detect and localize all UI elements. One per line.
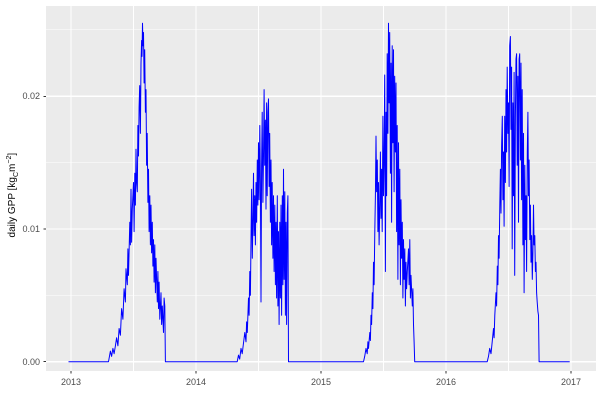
y-axis-title-exponent: −2 xyxy=(5,155,13,164)
y-tick-label: 0.02 xyxy=(22,91,40,102)
x-tick-label: 2017 xyxy=(560,377,582,387)
y-axis-title-unit: m xyxy=(7,163,19,172)
x-tick-label: 2013 xyxy=(60,377,82,387)
y-tick-label: 0.00 xyxy=(22,356,40,367)
gpp-data-line xyxy=(68,22,570,363)
y-axis-title-bracket: ] xyxy=(7,152,19,156)
x-tick-label: 2014 xyxy=(185,377,207,387)
y-tick-label: 0.01 xyxy=(22,223,40,234)
y-axis-title-subscript: C xyxy=(13,171,21,178)
x-tick-label: 2015 xyxy=(310,377,332,387)
y-axis-title-text: daily GPP [kg xyxy=(7,177,19,238)
x-tick-label: 2016 xyxy=(435,377,457,387)
y-axis-title: daily GPP [kgCm−2] xyxy=(6,125,20,265)
